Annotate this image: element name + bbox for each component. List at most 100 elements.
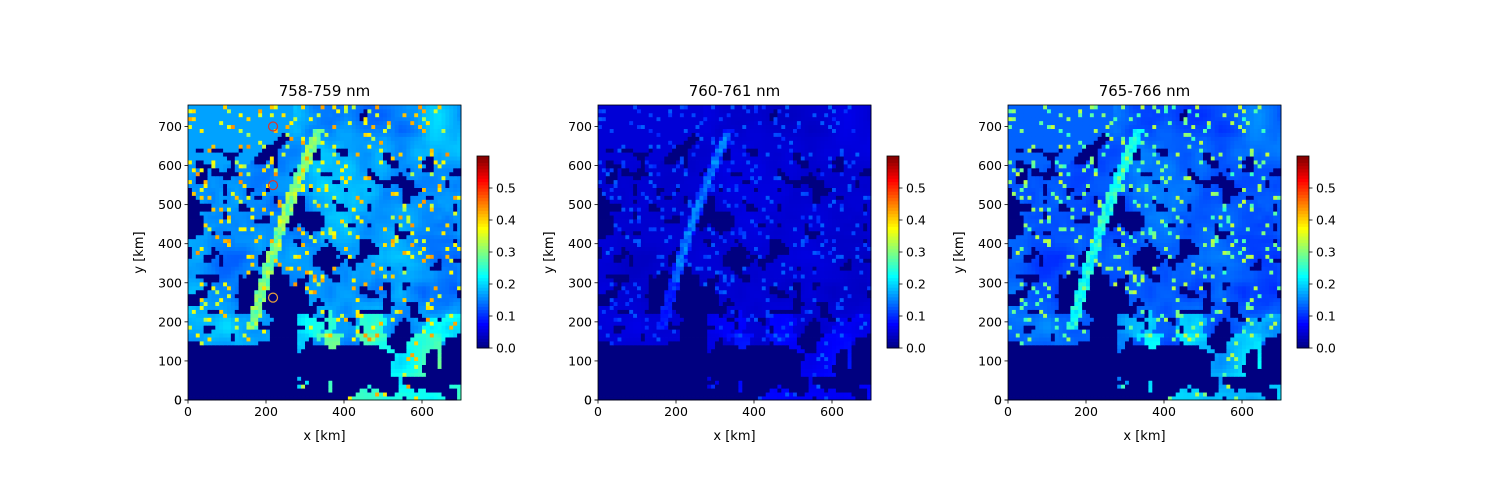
heatmap-cell: [262, 238, 267, 244]
heatmap-cell: [254, 333, 259, 338]
heatmap-cell: [449, 183, 454, 188]
heatmap-cell: [324, 132, 329, 137]
heatmap-cell: [188, 175, 193, 181]
heatmap-cell: [281, 321, 286, 326]
heatmap-cell: [293, 191, 298, 196]
heatmap-cell: [375, 191, 380, 196]
heatmap-cell: [211, 293, 216, 299]
heatmap-cell: [297, 278, 302, 283]
heatmap-cell: [281, 175, 286, 181]
heatmap-cell: [312, 376, 318, 381]
heatmap-cell: [293, 325, 298, 330]
heatmap-cell: [203, 313, 208, 318]
heatmap-cell: [441, 148, 446, 153]
heatmap-cell: [437, 388, 442, 393]
heatmap-cell: [336, 293, 341, 299]
heatmap-cell: [347, 191, 353, 196]
heatmap-cell: [250, 285, 255, 291]
heatmap-cell: [394, 313, 399, 318]
heatmap-cell: [394, 301, 399, 306]
heatmap-cell: [219, 266, 224, 271]
heatmap-cell: [269, 333, 275, 338]
heatmap-cell: [371, 164, 376, 169]
heatmap-cell: [227, 337, 232, 342]
heatmap-cell: [203, 360, 208, 365]
heatmap-cell: [367, 309, 372, 314]
heatmap-cell: [199, 203, 204, 208]
heatmap-cell: [449, 325, 454, 330]
heatmap-cell: [250, 167, 255, 173]
heatmap-cell: [340, 128, 345, 133]
heatmap-cell: [234, 262, 240, 267]
heatmap-cell: [242, 195, 247, 200]
heatmap-cell: [285, 167, 290, 173]
heatmap-cell: [445, 246, 450, 251]
heatmap-cell: [344, 278, 349, 283]
heatmap-cell: [359, 376, 364, 381]
heatmap-cell: [390, 187, 396, 192]
heatmap-cell: [390, 337, 396, 342]
heatmap-cell: [305, 164, 310, 169]
heatmap-cell: [340, 297, 345, 303]
heatmap-cell: [246, 219, 251, 224]
heatmap-cell: [254, 352, 259, 358]
heatmap-cell: [238, 266, 243, 271]
heatmap-cell: [336, 309, 341, 314]
heatmap-cell: [422, 364, 427, 369]
heatmap-cell: [230, 199, 236, 204]
heatmap-cell: [441, 167, 446, 173]
heatmap-cell: [199, 226, 204, 232]
heatmap-cell: [437, 124, 442, 129]
heatmap-cell: [203, 305, 208, 310]
heatmap-cell: [312, 285, 318, 291]
heatmap-cell: [305, 124, 310, 129]
heatmap-cell: [301, 136, 306, 141]
heatmap-cell: [422, 285, 427, 291]
heatmap-cell: [238, 372, 243, 377]
heatmap-cell: [195, 167, 201, 173]
heatmap-cell: [336, 258, 341, 263]
heatmap-cell: [340, 199, 345, 204]
heatmap-cell: [293, 179, 298, 185]
heatmap-cell: [293, 258, 298, 263]
heatmap-cell: [453, 297, 458, 303]
heatmap-cell: [328, 226, 333, 232]
heatmap-cell: [367, 341, 372, 346]
heatmap-cell: [402, 195, 407, 200]
heatmap-cell: [386, 396, 392, 401]
heatmap-cell: [199, 136, 204, 141]
heatmap-cell: [394, 120, 399, 126]
heatmap-cell: [320, 392, 325, 397]
heatmap-cell: [203, 309, 208, 314]
heatmap-cell: [371, 282, 376, 287]
heatmap-cell: [312, 199, 318, 204]
heatmap-cell: [328, 156, 333, 161]
heatmap-cell: [305, 160, 310, 165]
heatmap-cell: [410, 191, 415, 196]
heatmap-cell: [336, 368, 341, 373]
heatmap-cell: [425, 396, 431, 401]
heatmap-cell: [429, 309, 435, 314]
heatmap-cell: [242, 258, 247, 263]
heatmap-cell: [293, 250, 298, 255]
heatmap-cell: [402, 368, 407, 373]
heatmap-cell: [281, 211, 286, 216]
heatmap-cell: [351, 380, 357, 385]
heatmap-cell: [328, 199, 333, 204]
heatmap-cell: [422, 199, 427, 204]
heatmap-cell: [191, 160, 197, 165]
heatmap-cell: [211, 289, 216, 295]
heatmap-cell: [203, 219, 208, 224]
heatmap-cell: [336, 364, 341, 369]
heatmap-cell: [363, 396, 368, 401]
heatmap-cell: [258, 203, 263, 208]
heatmap-cell: [402, 144, 407, 149]
heatmap-cell: [406, 207, 411, 212]
heatmap-cell: [207, 352, 212, 358]
heatmap-cell: [316, 313, 321, 318]
heatmap-cell: [379, 384, 384, 389]
heatmap-cell: [211, 116, 216, 122]
heatmap-cell: [289, 344, 294, 350]
heatmap-cell: [308, 262, 314, 267]
heatmap-cell: [367, 238, 372, 244]
